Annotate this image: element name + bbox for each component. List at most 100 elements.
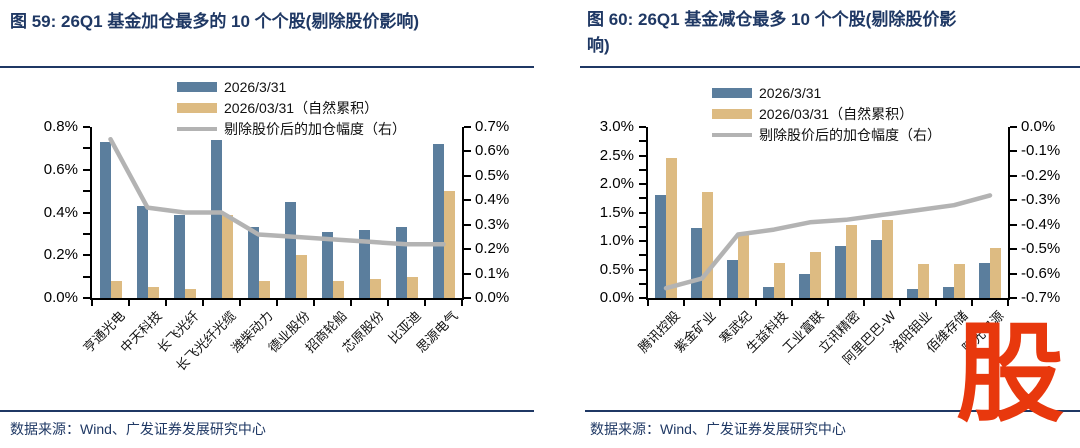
bar-series-2 [111, 281, 122, 298]
axis-tick [639, 154, 646, 157]
bar-series-2 [148, 287, 159, 298]
legend-item: 2026/3/31 [177, 78, 286, 96]
axis-tick [165, 300, 167, 306]
axis-tick [424, 300, 426, 306]
bar-series-2 [882, 220, 893, 298]
axis-tick [639, 254, 646, 257]
axis-tick [83, 275, 90, 278]
axis-tick [350, 300, 352, 306]
bar-series-1 [979, 263, 990, 298]
axis-tick [639, 240, 646, 242]
axis-tick [1010, 248, 1017, 251]
axis-tick [239, 300, 241, 306]
axis-tick [83, 168, 90, 171]
bar-series-2 [702, 192, 713, 298]
y-axis-tick-label-right: 0.0% [475, 289, 510, 306]
axis-tick [464, 248, 471, 251]
axis-tick [1010, 272, 1017, 275]
axis-tick [639, 126, 646, 128]
bar-series-1 [943, 287, 954, 298]
bar-series-2 [810, 252, 821, 298]
bar-series-1 [100, 142, 111, 298]
y-axis-tick-label-right: 0.1% [475, 264, 510, 282]
bar-series-1 [174, 215, 185, 298]
axis-tick [647, 300, 649, 306]
y-axis-tick-label-right: 0.2% [475, 240, 510, 258]
figure-60-panel: 图 60: 26Q1 基金减仓最多 10 个个股(剔除股价影响) 数据来源：Wi… [540, 0, 1080, 448]
legend-item: 剔除股价后的加仓幅度（右） [177, 120, 406, 138]
y-axis-line-right [1008, 127, 1010, 300]
y-axis-tick-label-right: -0.5% [1021, 240, 1061, 258]
bar-series-2 [185, 289, 196, 298]
plot-area [92, 127, 462, 298]
axis-tick [639, 268, 646, 271]
bar-series-2 [259, 281, 270, 298]
bar-series-2 [296, 255, 307, 298]
y-axis-tick-label-left: 1.5% [599, 203, 634, 221]
axis-tick [83, 126, 90, 128]
x-axis-line [90, 298, 464, 300]
axis-tick [719, 300, 721, 306]
axis-tick [639, 297, 646, 299]
bar-series-1 [871, 240, 882, 298]
axis-tick [83, 232, 90, 235]
legend-swatch-bar [712, 88, 752, 98]
bar-series-2 [846, 225, 857, 298]
axis-tick [464, 126, 471, 128]
legend-swatch-line [177, 127, 217, 131]
axis-tick [83, 254, 90, 257]
y-axis-tick-label-right: -0.2% [1021, 166, 1061, 184]
y-axis-tick-label-left: 0.0% [43, 289, 78, 306]
axis-tick [639, 225, 646, 228]
title-divider [0, 66, 534, 68]
bar-series-1 [907, 289, 918, 298]
legend-label: 2026/3/31 [759, 85, 822, 101]
bar-series-1 [799, 274, 810, 298]
y-axis-tick-label-right: 0.4% [475, 191, 510, 209]
y-axis-tick-label-right: -0.6% [1021, 264, 1061, 282]
bar-series-1 [211, 140, 222, 298]
y-axis-tick-label-right: 0.0% [1021, 118, 1056, 135]
plot-area [648, 127, 1008, 298]
footer-divider [0, 410, 534, 412]
axis-tick [276, 300, 278, 306]
figure-title: 图 59: 26Q1 基金加仓最多的 10 个个股(剔除股价影响) [10, 12, 420, 31]
axis-tick [464, 174, 471, 177]
axis-tick [1010, 199, 1017, 202]
axis-tick [683, 300, 685, 306]
axis-tick [639, 282, 646, 285]
axis-tick [313, 300, 315, 306]
y-axis-tick-label-left: 0.8% [43, 118, 78, 135]
axis-tick [1010, 126, 1017, 128]
legend-item: 2026/03/31（自然累积） [712, 105, 913, 123]
y-axis-line-right [462, 127, 464, 300]
y-axis-tick-label-right: 0.5% [475, 166, 510, 184]
axis-tick [464, 297, 471, 299]
y-axis-tick-label-left: 3.0% [599, 118, 634, 135]
axis-tick [83, 190, 90, 193]
legend-swatch-line [712, 133, 752, 137]
axis-tick [791, 300, 793, 306]
y-axis-tick-label-left: 0.6% [43, 160, 78, 178]
legend-swatch-bar [177, 82, 217, 92]
axis-tick [899, 300, 901, 306]
axis-tick [1010, 174, 1017, 177]
bar-series-1 [691, 228, 702, 298]
legend-label: 剔除股价后的加仓幅度（右） [759, 127, 941, 143]
bar-series-1 [655, 195, 666, 298]
bar-series-2 [370, 279, 381, 298]
bar-series-2 [407, 277, 418, 298]
axis-tick [639, 168, 646, 171]
y-axis-line-left [90, 127, 92, 300]
axis-tick [83, 147, 90, 150]
axis-tick [1010, 150, 1017, 153]
bar-series-1 [137, 206, 148, 298]
bar-series-2 [774, 263, 785, 298]
bar-series-1 [433, 144, 444, 298]
y-axis-tick-label-left: 0.0% [599, 289, 634, 306]
bar-series-1 [322, 232, 333, 298]
legend-swatch-bar [177, 103, 217, 113]
axis-tick [1010, 223, 1017, 226]
axis-tick [639, 140, 646, 143]
